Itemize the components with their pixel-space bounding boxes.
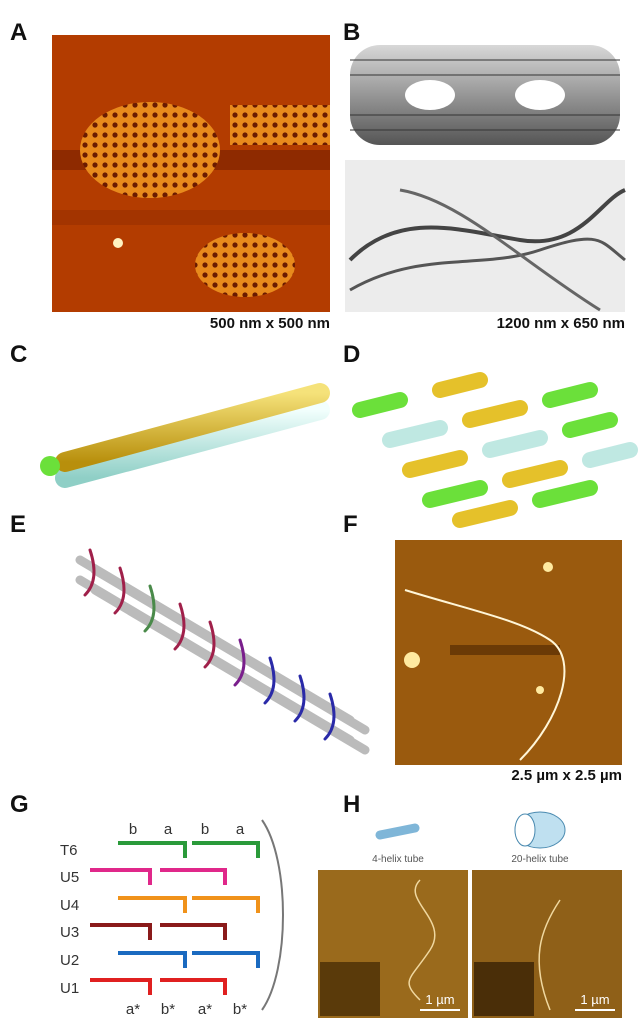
domain-label: b* [233,1001,247,1018]
panel-label: E [10,511,26,538]
domain-label: b* [161,1001,175,1018]
tube-icons [380,812,565,848]
strand-label: U5 [60,869,79,886]
tem-image [345,160,625,312]
domain-label: a [164,821,173,838]
panel-label: B [343,19,360,46]
scale-bar-label: 1 µm [425,992,454,1007]
panel-label: H [343,791,360,818]
panel-label: F [343,511,358,538]
strand-diagram: b a b a T6 U5 U4 U3 U2 U1 a* b* a* b* [60,820,283,1018]
strand-label: T6 [60,842,78,859]
helix-bundle [80,550,365,750]
strand-label: U3 [60,924,79,941]
scale-caption: 2.5 µm x 2.5 µm [511,767,622,784]
tube-label: 4-helix tube [372,854,424,865]
afm-image [318,870,622,1018]
afm-image [395,540,622,765]
panel-label: A [10,19,27,46]
domain-label: a* [126,1001,140,1018]
domain-label: b [201,821,209,838]
afm-image [52,35,330,312]
scale-caption: 500 nm x 500 nm [210,315,330,332]
panel-label: C [10,341,27,368]
tube-model [350,45,620,145]
panel-label: G [10,791,29,818]
scale-bar-label: 1 µm [580,992,609,1007]
strand-label: U1 [60,980,79,997]
strand-label: U2 [60,952,79,969]
domain-label: b [129,821,137,838]
strand-label: U4 [60,897,79,914]
figure: A 500 nm x 500 nm B 1200 nm x 650 nm C D… [0,0,639,1021]
panel-label: D [343,341,360,368]
tube-label: 20-helix tube [511,854,569,865]
scale-caption: 1200 nm x 650 nm [497,315,625,332]
helix-model [40,393,320,478]
domain-label: a [236,821,245,838]
lattice-model [360,380,630,520]
domain-label: a* [198,1001,212,1018]
